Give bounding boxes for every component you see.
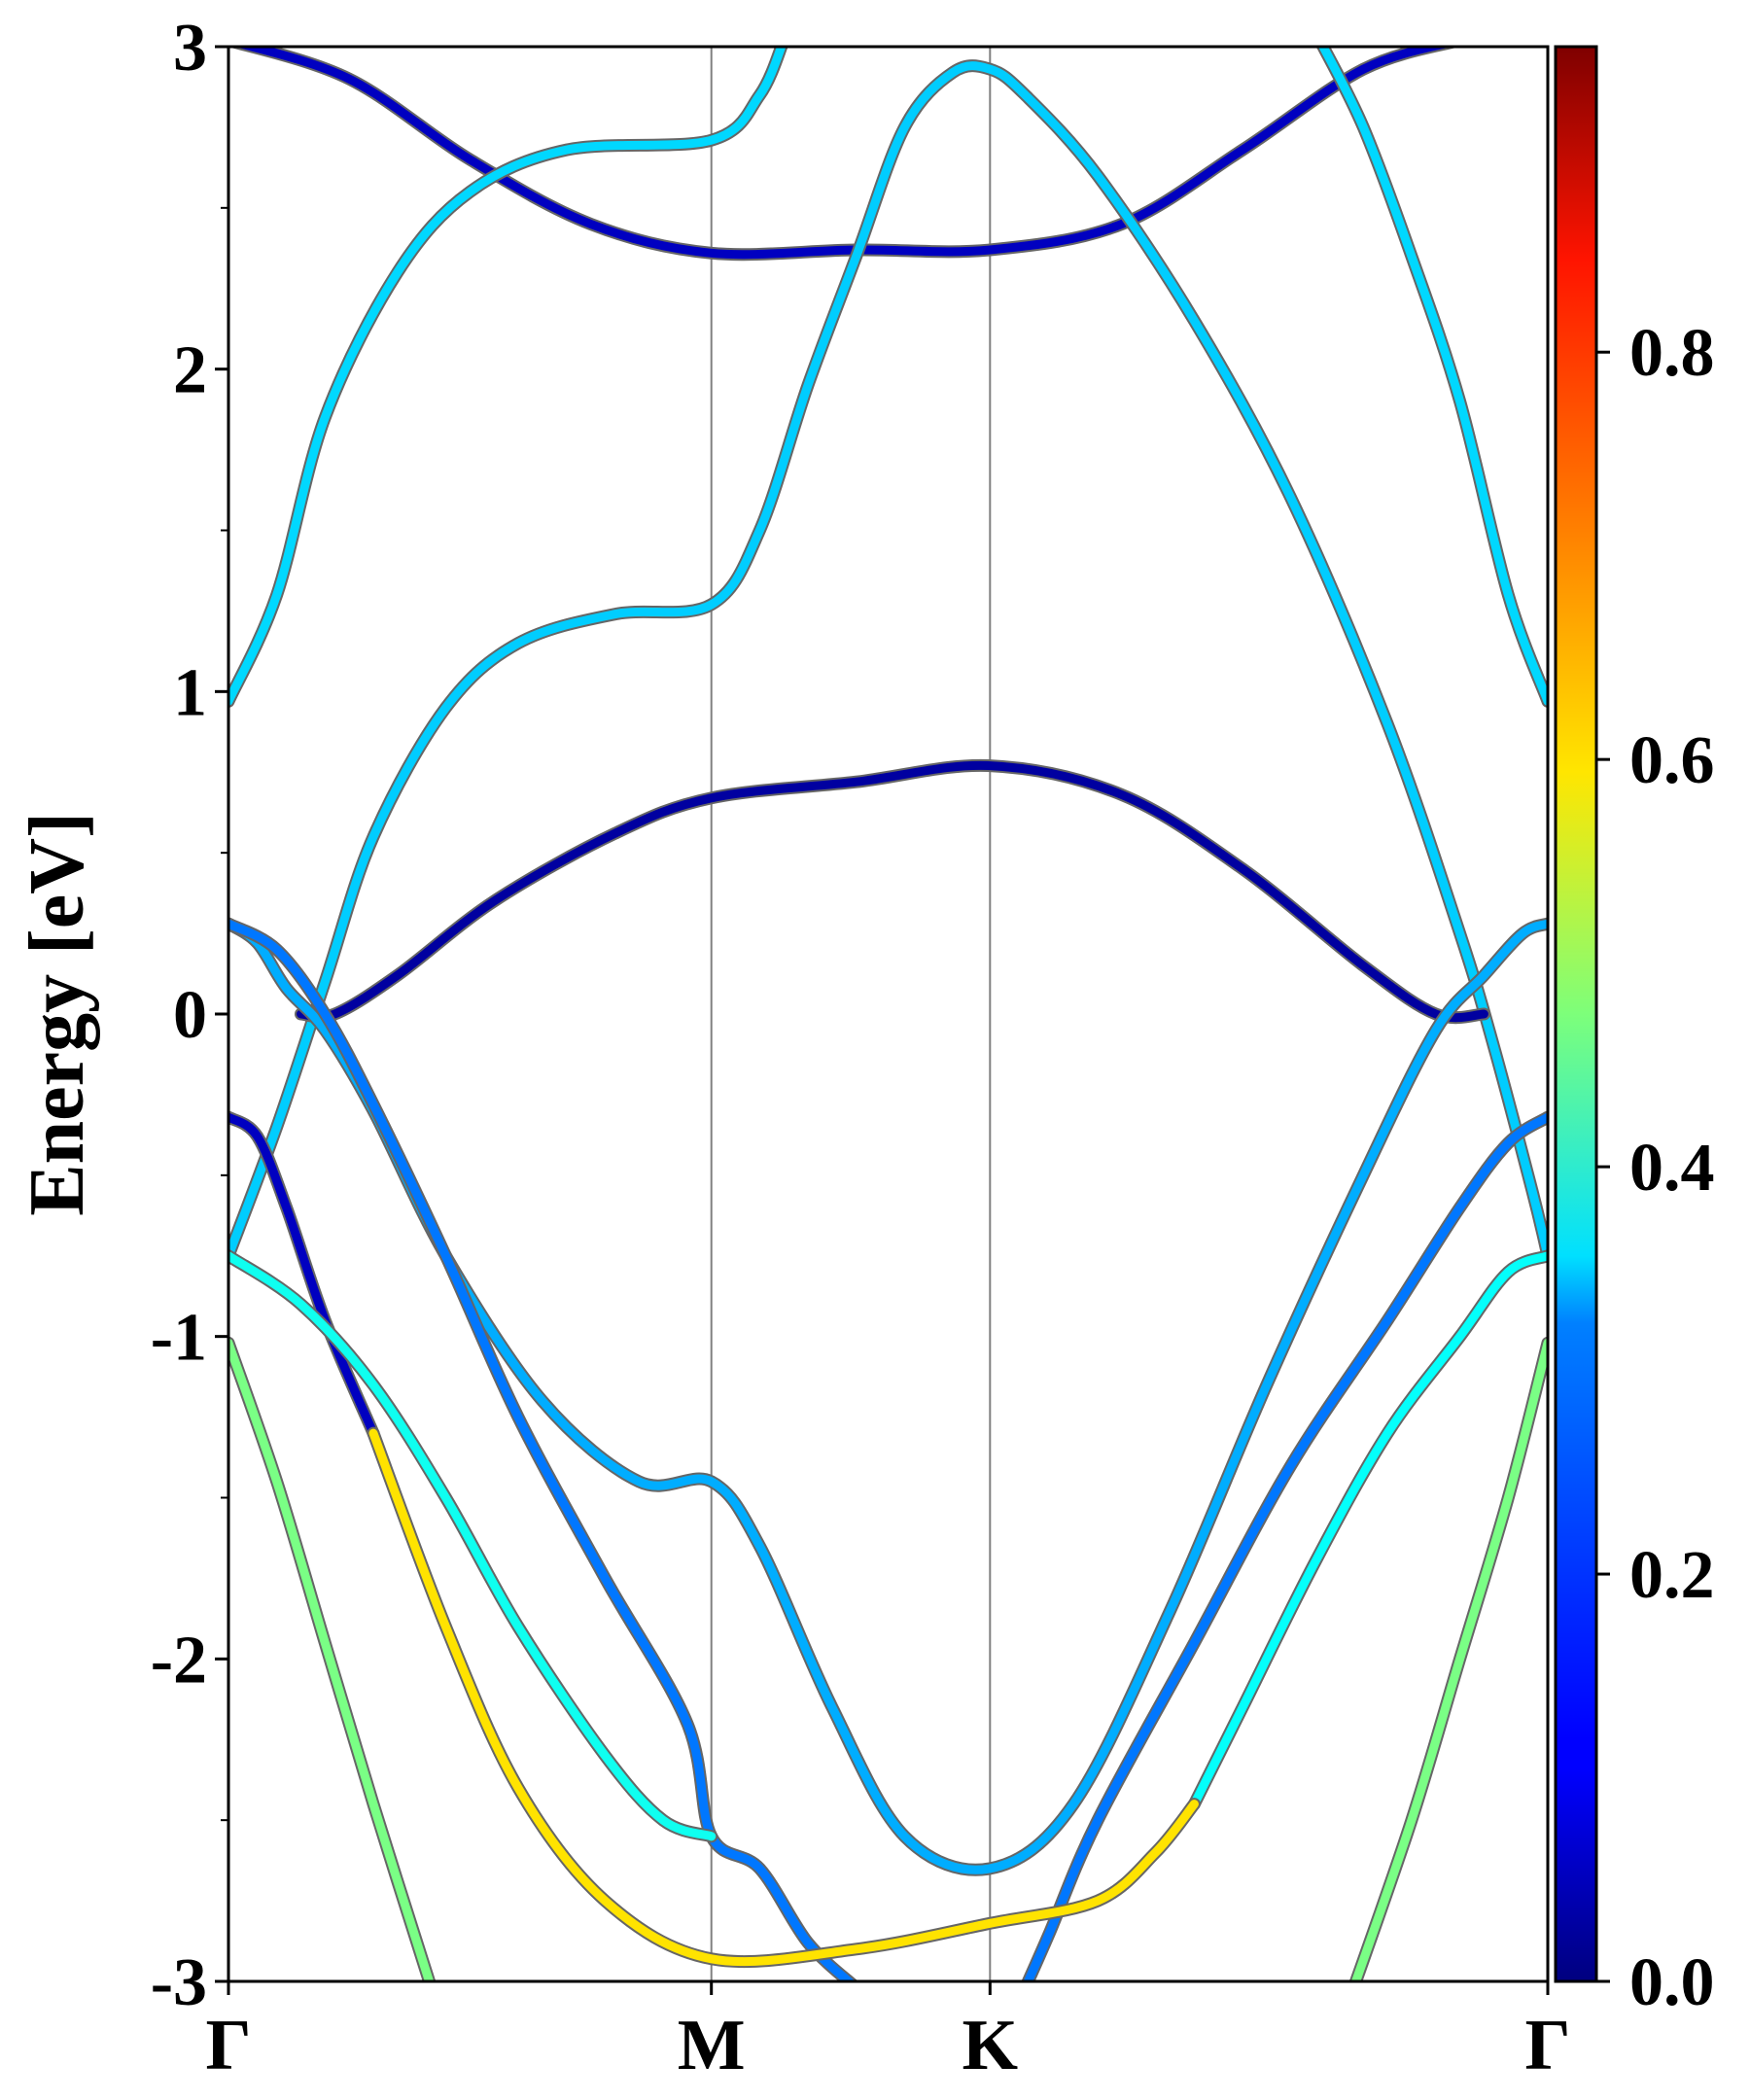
band-line-5 [297,760,1488,1023]
band-line-2 [228,47,787,706]
y-tick-label: -2 [151,1623,207,1698]
colorbar-tick-label: 0.4 [1629,1131,1715,1206]
x-tick-label: M [678,2006,746,2085]
band-lines [228,47,1548,1981]
colorbar-tick-label: 0.8 [1629,316,1715,391]
band-line-9 [1023,1112,1548,1981]
band-line-4 [1317,47,1548,706]
y-tick-label: -1 [151,1301,207,1376]
band-outline [228,47,1461,262]
plot-frame [227,45,1550,1983]
y-tick-label: 3 [173,11,207,86]
y-tick-label: 2 [173,333,207,408]
colorbar [1554,45,1598,1983]
band-line-14 [1350,1338,1548,1981]
high-symmetry-lines [710,47,992,1981]
band-line-12 [228,1338,435,1981]
colorbar-tick-label: 0.6 [1629,723,1715,798]
y-axis-ticks: -3 -2 -1 0 1 2 3 [151,11,228,2020]
y-axis-label: Energy [eV] [15,812,100,1215]
colorbar-tick-label: 0.0 [1629,1945,1715,2020]
band-line-7 [228,919,856,1981]
x-tick-label: Γ [205,2006,251,2085]
x-tick-label: Γ [1524,2006,1570,2085]
x-tick-label: K [962,2006,1019,2085]
colorbar-ticks: 0.0 0.2 0.4 0.6 0.8 [1596,316,1715,2020]
y-tick-label: -3 [151,1945,207,2020]
band-line-8 [228,1112,378,1438]
band-line-10 [228,1251,717,1841]
band-line-11 [1189,1251,1548,1809]
band-line-13 [368,1428,1199,1967]
band-outline [1021,1110,1548,1981]
colorbar-tick-label: 0.2 [1629,1538,1715,1613]
band-outline [295,758,1490,1025]
band-outline [228,917,1548,1876]
band-line-6 [228,919,1548,1874]
band-line-1 [234,47,1452,260]
band-line-3 [228,61,1548,1261]
y-tick-label: 0 [173,978,207,1053]
y-tick-label: 1 [173,655,207,730]
